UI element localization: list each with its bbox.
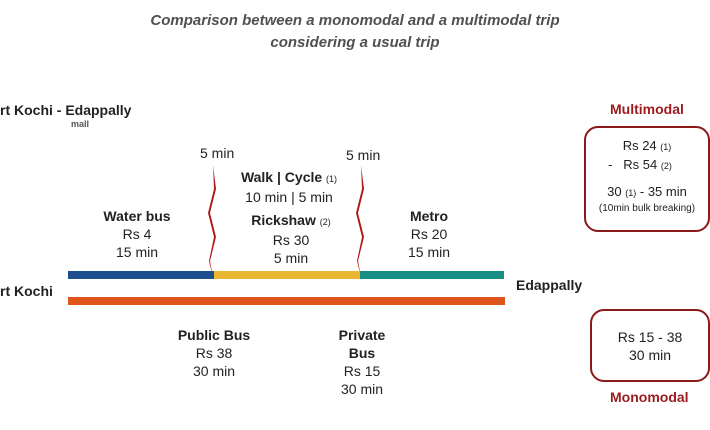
public-bus-segment: Public Bus Rs 38 30 min <box>177 327 251 379</box>
end-label: Edappally <box>516 277 583 293</box>
multimodal-summary-box: Rs 24 (1) - Rs 54 (2) 30 (1) - 35 min (1… <box>584 126 710 232</box>
multimodal-label: Multimodal <box>610 101 684 117</box>
monomodal-time: 30 min <box>628 347 672 363</box>
private-bus-segment: Private Bus Rs 15 30 min <box>338 327 386 397</box>
monomodal-bus-bar <box>68 297 505 305</box>
multimodal-time: 30 (1) - 35 min <box>607 184 687 199</box>
route-sub-label: mall <box>71 119 90 129</box>
monomodal-summary-box: Rs 15 - 38 30 min <box>590 309 710 382</box>
monomodal-label: Monomodal <box>610 389 689 405</box>
route-label: rt Kochi - Edappally <box>0 102 132 118</box>
walk-cycle-segment: Walk | Cycle (1) 10 min | 5 min <box>240 169 338 205</box>
multimodal-cost-1: Rs 24 (1) <box>622 138 672 153</box>
monomodal-cost: Rs 15 - 38 <box>617 329 683 345</box>
metro-bar <box>360 271 504 279</box>
transfer-time-right: 5 min <box>346 147 381 163</box>
last-mile-bar <box>214 271 360 279</box>
start-label: rt Kochi <box>0 283 53 299</box>
diagram-title-line1: Comparison between a monomodal and a mul… <box>150 12 560 29</box>
water-bus-bar <box>68 271 214 279</box>
rickshaw-segment: Rickshaw (2) Rs 30 5 min <box>251 212 331 266</box>
diagram-title-line2: considering a usual trip <box>270 34 440 51</box>
transfer-break-right-icon <box>356 165 364 277</box>
transfer-time-left: 5 min <box>200 145 235 161</box>
water-bus-segment: Water bus Rs 4 15 min <box>103 208 171 260</box>
multimodal-time-note: (10min bulk breaking) <box>598 203 696 214</box>
multimodal-cost-2: - Rs 54 (2) <box>608 157 672 172</box>
metro-segment: Metro Rs 20 15 min <box>407 208 451 260</box>
transfer-break-left-icon <box>208 165 216 277</box>
